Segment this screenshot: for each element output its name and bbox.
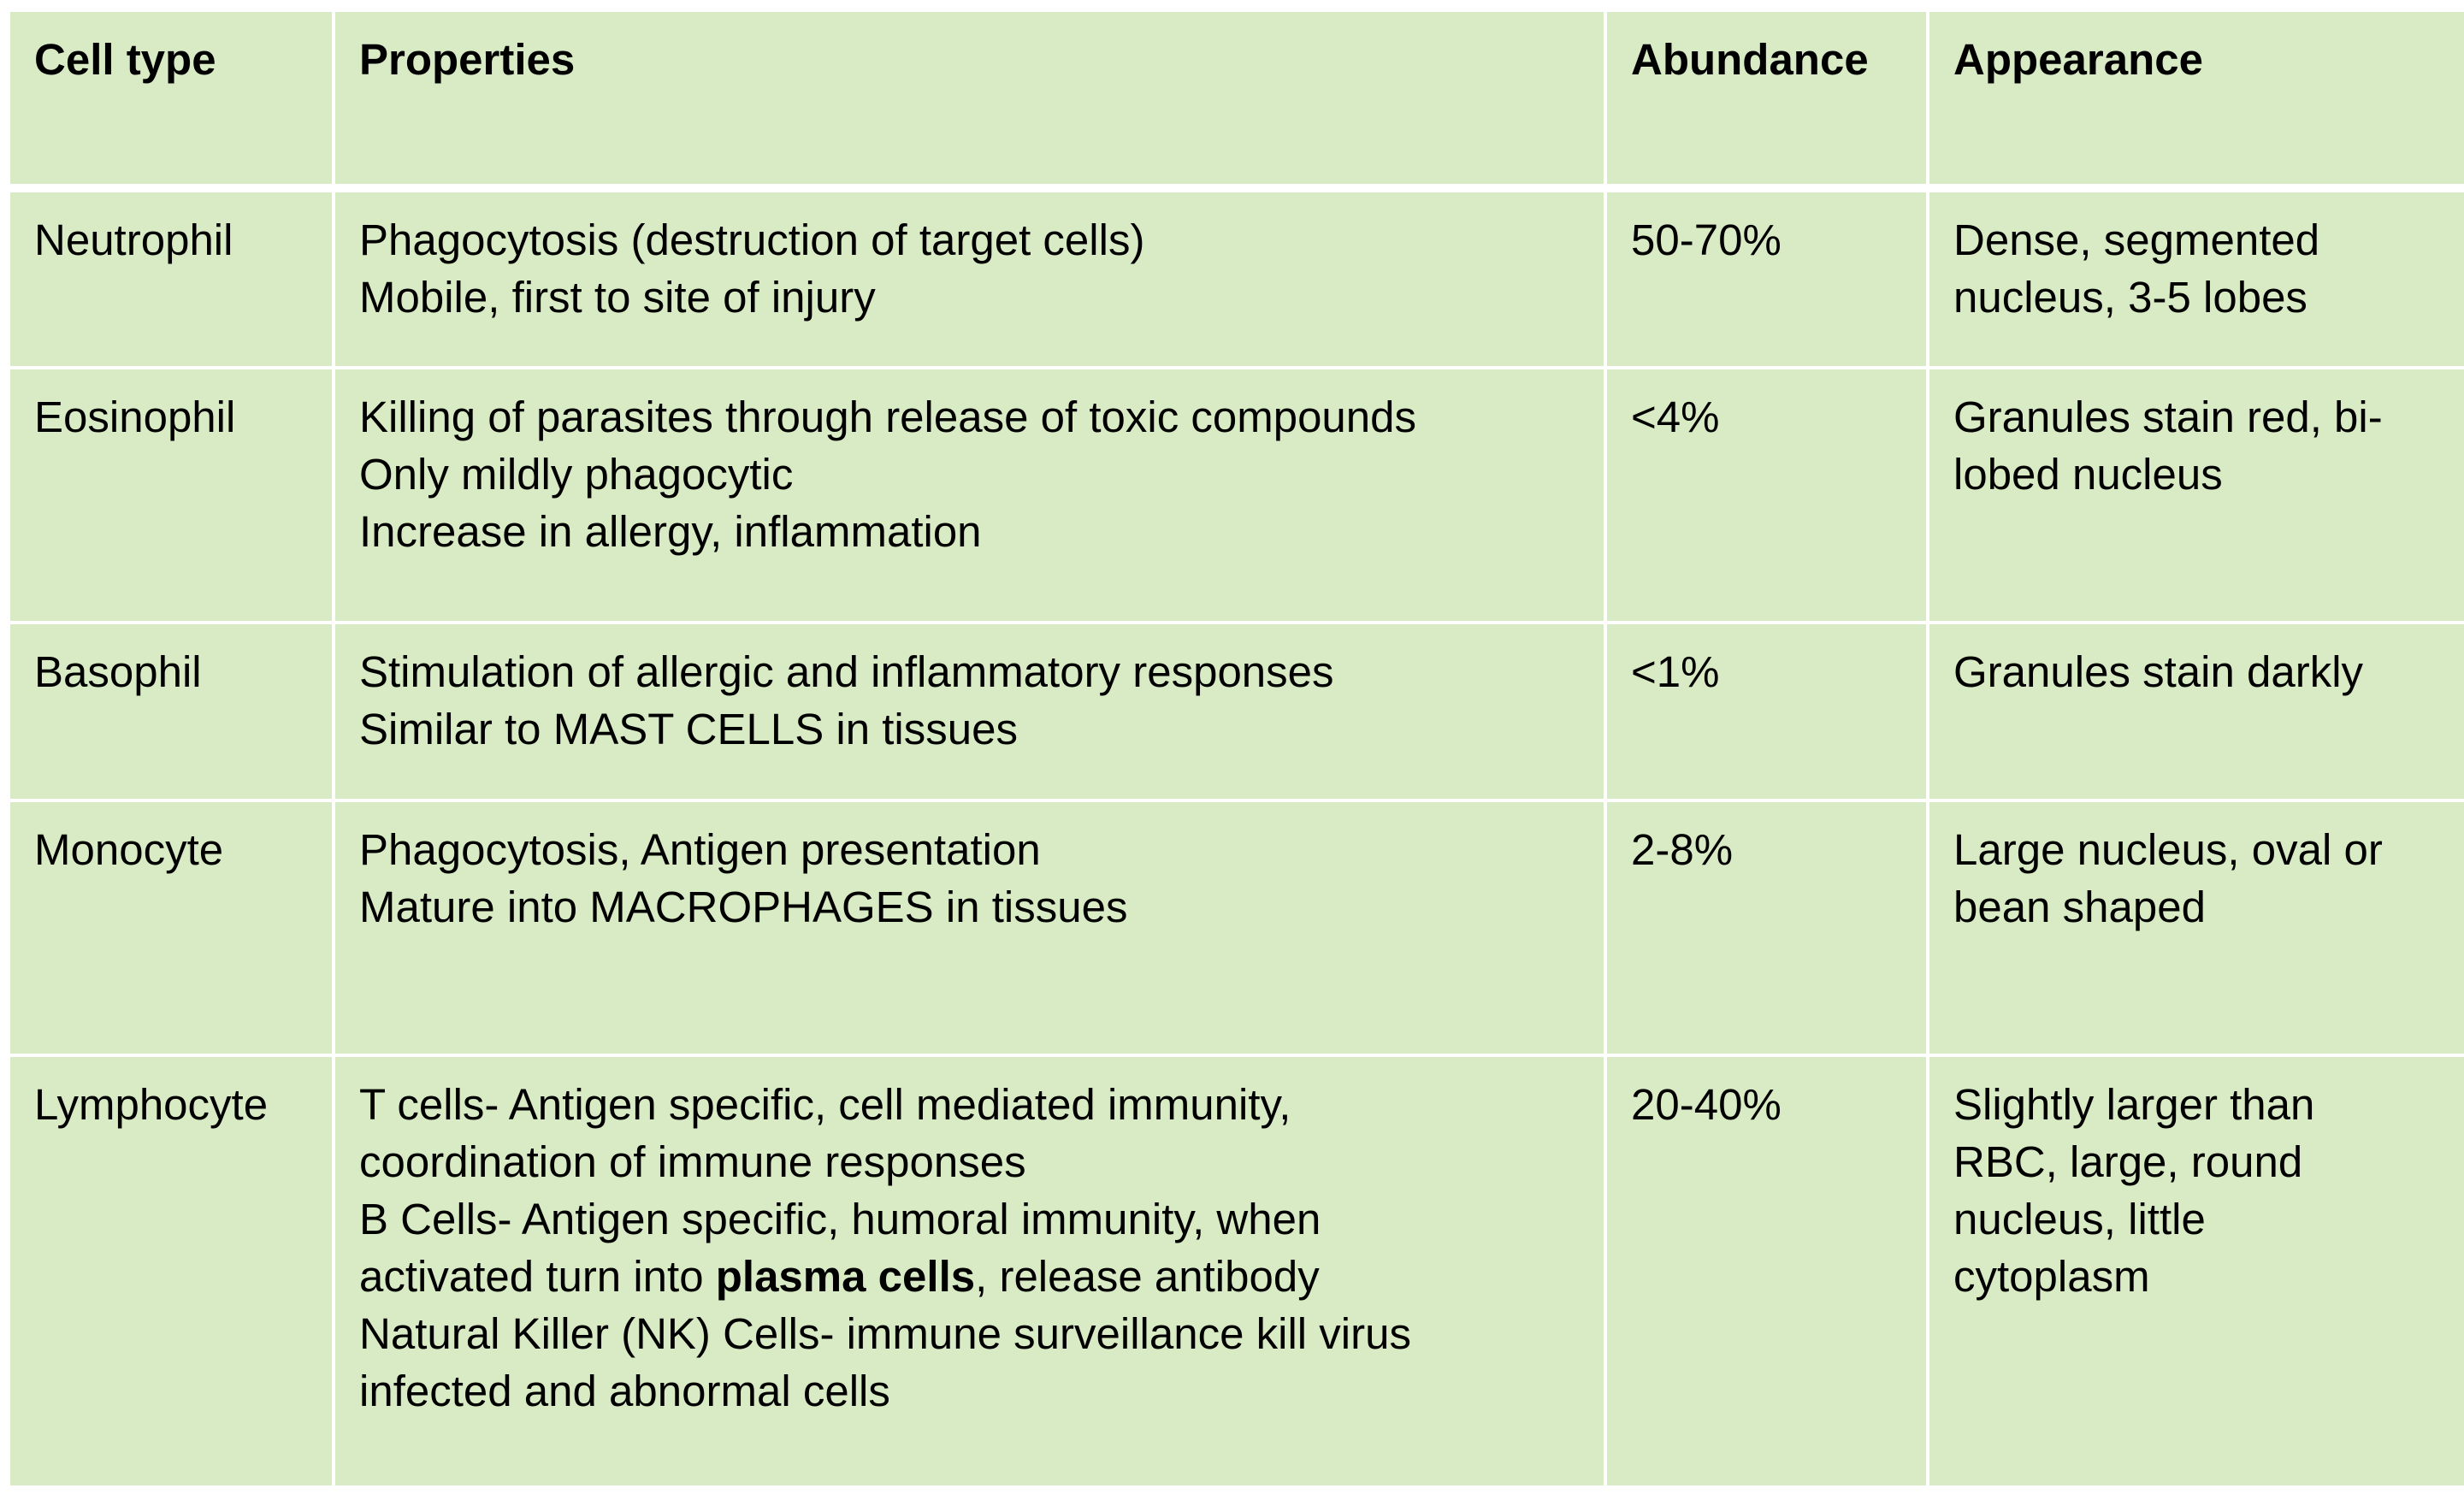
properties-line: Similar to MAST CELLS in tissues xyxy=(359,705,1018,753)
properties-line: T cells- Antigen specific, cell mediated… xyxy=(359,1080,1291,1129)
properties-cell: Stimulation of allergic and inflammatory… xyxy=(332,623,1607,802)
appearance-line: RBC, large, round xyxy=(1953,1137,2303,1186)
header-appearance: Appearance xyxy=(1926,12,2464,192)
cell-type-cell: Eosinophil xyxy=(10,368,335,624)
table-row-basophil: Basophil Stimulation of allergic and inf… xyxy=(10,623,2464,802)
properties-line: Only mildly phagocytic xyxy=(359,450,794,499)
appearance-cell: Granules stain red, bi- lobed nucleus xyxy=(1926,368,2464,624)
abundance-cell: <1% xyxy=(1604,623,1929,802)
properties-cell: Phagocytosis (destruction of target cell… xyxy=(332,188,1607,369)
abundance-cell: <4% xyxy=(1604,368,1929,624)
appearance-line: Large nucleus, oval or xyxy=(1953,825,2383,874)
header-properties: Properties xyxy=(332,12,1607,192)
plasma-cells-emphasis: plasma cells xyxy=(715,1252,976,1301)
appearance-line: Dense, segmented xyxy=(1953,216,2320,264)
table-row-eosinophil: Eosinophil Killing of parasites through … xyxy=(10,368,2464,624)
appearance-line: cytoplasm xyxy=(1953,1252,2150,1301)
properties-line: Natural Killer (NK) Cells- immune survei… xyxy=(359,1309,1411,1358)
properties-line-with-emphasis: activated turn into plasma cells, releas… xyxy=(359,1248,1580,1305)
white-blood-cell-table: Cell type Properties Abundance Appearanc… xyxy=(10,12,2464,1489)
appearance-line: lobed nucleus xyxy=(1953,450,2223,499)
properties-line: Phagocytosis (destruction of target cell… xyxy=(359,216,1145,264)
properties-cell: Killing of parasites through release of … xyxy=(332,368,1607,624)
appearance-line: nucleus, little xyxy=(1953,1195,2206,1243)
appearance-cell: Dense, segmented nucleus, 3-5 lobes xyxy=(1926,188,2464,369)
abundance-cell: 20-40% xyxy=(1604,1055,1929,1489)
properties-text: activated turn into xyxy=(359,1252,716,1301)
appearance-line: nucleus, 3-5 lobes xyxy=(1953,273,2307,322)
properties-line: Mobile, first to site of injury xyxy=(359,273,876,322)
properties-line: Stimulation of allergic and inflammatory… xyxy=(359,647,1334,696)
properties-line: B Cells- Antigen specific, humoral immun… xyxy=(359,1195,1321,1243)
appearance-cell: Granules stain darkly xyxy=(1926,623,2464,802)
header-row: Cell type Properties Abundance Appearanc… xyxy=(10,12,2464,192)
properties-line: Increase in allergy, inflammation xyxy=(359,507,982,556)
properties-text: , release antibody xyxy=(975,1252,1320,1301)
table-row-neutrophil: Neutrophil Phagocytosis (destruction of … xyxy=(10,188,2464,369)
cell-type-cell: Neutrophil xyxy=(10,188,335,369)
properties-line: coordination of immune responses xyxy=(359,1137,1026,1186)
table-row-monocyte: Monocyte Phagocytosis, Antigen presentat… xyxy=(10,800,2464,1057)
appearance-cell: Slightly larger than RBC, large, round n… xyxy=(1926,1055,2464,1489)
appearance-line: Granules stain red, bi- xyxy=(1953,393,2383,441)
cell-type-cell: Basophil xyxy=(10,623,335,802)
properties-line: infected and abnormal cells xyxy=(359,1367,890,1415)
abundance-cell: 2-8% xyxy=(1604,800,1929,1057)
properties-line: Killing of parasites through release of … xyxy=(359,393,1417,441)
cell-type-cell: Lymphocyte xyxy=(10,1055,335,1489)
cell-type-cell: Monocyte xyxy=(10,800,335,1057)
table-row-lymphocyte: Lymphocyte T cells- Antigen specific, ce… xyxy=(10,1055,2464,1489)
appearance-cell: Large nucleus, oval or bean shaped xyxy=(1926,800,2464,1057)
header-abundance: Abundance xyxy=(1604,12,1929,192)
appearance-line: bean shaped xyxy=(1953,883,2206,931)
appearance-line: Slightly larger than xyxy=(1953,1080,2315,1129)
properties-cell: T cells- Antigen specific, cell mediated… xyxy=(332,1055,1607,1489)
properties-line: Phagocytosis, Antigen presentation xyxy=(359,825,1041,874)
abundance-cell: 50-70% xyxy=(1604,188,1929,369)
properties-cell: Phagocytosis, Antigen presentation Matur… xyxy=(332,800,1607,1057)
cell-types-table-container: Cell type Properties Abundance Appearanc… xyxy=(10,12,2464,1489)
appearance-line: Granules stain darkly xyxy=(1953,647,2364,696)
header-cell-type: Cell type xyxy=(10,12,335,192)
properties-line: Mature into MACROPHAGES in tissues xyxy=(359,883,1128,931)
